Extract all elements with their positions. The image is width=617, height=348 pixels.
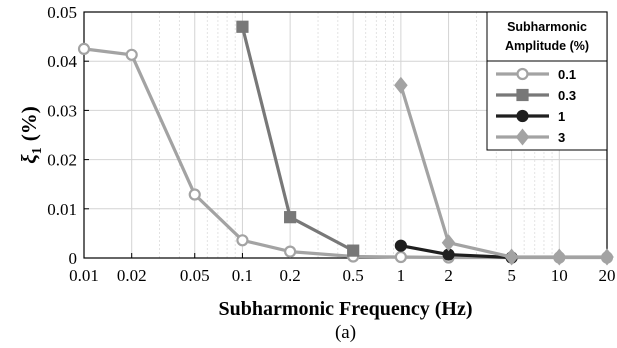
x-tick-label: 0.01 — [69, 266, 99, 285]
legend-label: 0.3 — [558, 88, 576, 103]
legend-swatch-marker — [516, 109, 529, 123]
legend-swatch-marker — [516, 67, 529, 81]
data-point — [125, 48, 138, 61]
x-tick-label: 0.1 — [232, 266, 253, 285]
data-point — [441, 234, 456, 252]
y-axis-symbol: ξ — [17, 154, 41, 164]
x-tick-label: 1 — [397, 266, 406, 285]
legend-label: 0.1 — [558, 67, 576, 82]
data-point — [394, 239, 407, 252]
y-tick-label: 0.02 — [47, 151, 77, 170]
series-line — [240, 26, 354, 253]
figure-caption: (a) — [335, 322, 356, 343]
data-point — [504, 248, 519, 266]
legend-item: 1 — [496, 109, 565, 124]
y-axis-unit: (%) — [17, 106, 41, 141]
series-0-3 — [236, 20, 360, 257]
data-point — [284, 211, 297, 224]
data-point — [236, 20, 249, 33]
data-point — [284, 245, 297, 258]
legend-title-line2: Amplitude (%) — [505, 39, 589, 53]
legend-swatch-marker — [516, 88, 529, 102]
legend-item: 0.3 — [496, 88, 576, 103]
legend-swatch-marker — [515, 128, 530, 146]
legend-label: 3 — [558, 130, 565, 145]
data-point — [394, 76, 408, 94]
x-tick-label: 2 — [444, 266, 453, 285]
legend-box — [486, 11, 608, 151]
data-point — [394, 250, 407, 264]
y-tick-label: 0.01 — [47, 200, 77, 219]
legend-item: 3 — [496, 128, 565, 146]
y-tick-label: 0 — [69, 249, 78, 268]
data-point — [236, 234, 249, 247]
x-tick-label: 0.5 — [343, 266, 364, 285]
x-axis-label: Subharmonic Frequency (Hz) — [218, 298, 472, 320]
legend-label: 1 — [558, 109, 565, 124]
legend: Subharmonic Amplitude (%) 0.1 0.3 1 3 — [486, 11, 608, 151]
axis-ticks: 0.01 0.02 0.05 0.1 0.2 0.5 1 2 5 10 2000.010.020.0… — [47, 3, 615, 285]
data-point — [188, 188, 201, 201]
y-axis-label: ξ1 (%) — [17, 106, 45, 163]
x-tick-label: 10 — [551, 266, 568, 285]
data-point — [347, 244, 360, 257]
x-tick-label: 5 — [507, 266, 516, 285]
y-tick-label: 0.04 — [47, 52, 77, 71]
legend-item: 0.1 — [496, 67, 576, 82]
y-tick-label: 0.05 — [47, 3, 77, 22]
data-point — [600, 248, 614, 266]
y-axis-subscript: 1 — [30, 147, 45, 154]
x-tick-label: 0.02 — [117, 266, 147, 285]
legend-items: 0.1 0.3 1 3 — [496, 67, 576, 146]
y-tick-label: 0.03 — [47, 101, 77, 120]
x-tick-label: 0.05 — [180, 266, 210, 285]
series-1 — [394, 239, 518, 264]
legend-title-line1: Subharmonic — [507, 20, 587, 34]
series-3 — [394, 76, 614, 266]
data-point — [552, 248, 567, 266]
series-layer — [77, 20, 614, 266]
x-tick-label: 0.2 — [280, 266, 301, 285]
data-point — [77, 42, 91, 56]
x-tick-label: 20 — [599, 266, 616, 285]
